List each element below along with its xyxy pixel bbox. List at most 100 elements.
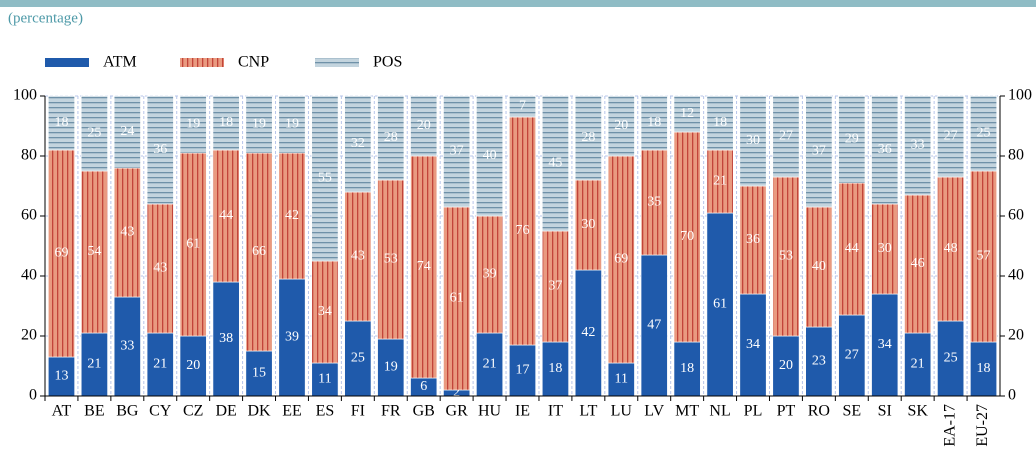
bar-segment (541, 341, 569, 397)
bar-segment (871, 95, 899, 205)
chart-subtitle: (percentage) (8, 10, 83, 26)
x-tick-label: EE (282, 403, 302, 420)
data-label: 42 (285, 208, 299, 223)
data-label: 23 (812, 354, 826, 369)
x-tick-label: PT (777, 403, 796, 420)
bar-segment (509, 95, 536, 118)
data-label: 21 (87, 357, 101, 372)
data-label: 18 (713, 115, 727, 130)
bar-segment (179, 95, 207, 154)
bar-segment (640, 254, 668, 397)
bar-segment (80, 95, 108, 172)
bar-segment (476, 95, 504, 217)
data-label: 46 (911, 256, 925, 271)
bar-segment (937, 95, 965, 178)
bar-segment (212, 281, 240, 397)
data-label: 43 (351, 249, 365, 264)
data-label: 21 (483, 357, 497, 372)
bar-segment (541, 95, 569, 232)
bar-segment (410, 155, 438, 379)
legend-swatch (45, 58, 89, 67)
bar-segment (805, 206, 833, 328)
data-label: 39 (483, 267, 497, 282)
data-label: 18 (54, 115, 68, 130)
x-tick-label: HU (478, 403, 502, 420)
bar-segment (805, 95, 833, 208)
x-tick-label: LT (579, 403, 597, 420)
data-label: 2 (453, 385, 460, 400)
x-tick-label: PL (744, 403, 763, 420)
data-label: 25 (944, 351, 958, 366)
y-tick-label: 100 (13, 87, 37, 104)
x-tick-label: SK (907, 403, 928, 420)
bar-segment (772, 176, 800, 337)
x-tick-label: FR (381, 403, 401, 420)
bar-segment (706, 95, 734, 151)
data-label: 69 (54, 246, 68, 261)
data-label: 34 (878, 337, 892, 352)
data-label: 39 (285, 330, 299, 345)
bar-segment (541, 230, 569, 343)
bar-segment (146, 95, 174, 205)
bar-segment (278, 95, 306, 154)
bar-segment (179, 152, 207, 337)
legend-swatch (315, 58, 359, 67)
x-tick-label: BG (116, 403, 139, 420)
bar-segment (574, 269, 602, 397)
y-tick-label: 60 (21, 207, 37, 224)
y2-tick-label: 20 (1008, 327, 1024, 344)
bar-segment (212, 149, 240, 283)
x-tick-label: SI (878, 403, 892, 420)
bar-segment (80, 332, 108, 397)
data-label: 6 (420, 379, 427, 394)
data-label: 21 (911, 357, 925, 372)
bar-segment (970, 95, 998, 172)
data-label: 37 (548, 279, 562, 294)
data-label: 19 (285, 117, 299, 132)
data-label: 15 (252, 366, 266, 381)
y2-tick-label: 0 (1008, 387, 1016, 404)
x-tick-label: LU (611, 403, 633, 420)
data-label: 43 (120, 225, 134, 240)
data-label: 33 (120, 339, 134, 354)
bar-segment (344, 95, 372, 193)
data-label: 25 (351, 351, 365, 366)
data-label: 70 (680, 229, 694, 244)
bar-segment (344, 191, 372, 322)
bar-segment (377, 179, 405, 340)
x-tick-label: CZ (183, 403, 203, 420)
bar-segment (739, 185, 767, 295)
bar-segment (871, 203, 899, 295)
data-label: 34 (746, 337, 760, 352)
data-label: 19 (252, 117, 266, 132)
data-label: 33 (911, 138, 925, 153)
data-label: 24 (120, 124, 134, 139)
data-label: 55 (318, 171, 332, 186)
bar-segment (739, 293, 767, 397)
data-label: 76 (516, 223, 530, 238)
bar-segment (179, 335, 207, 397)
data-label: 47 (647, 318, 661, 333)
data-label: 19 (384, 360, 398, 375)
bar-segment (706, 212, 734, 397)
data-label: 53 (779, 249, 793, 264)
data-label: 40 (483, 148, 497, 163)
bar-segment (673, 341, 701, 397)
legend-swatch (180, 58, 224, 67)
data-label: 18 (647, 115, 661, 130)
bar-segment (146, 332, 174, 397)
bar-segment (113, 95, 141, 169)
bar-segment (706, 149, 734, 214)
bar-segment (311, 260, 339, 364)
data-label: 48 (944, 241, 958, 256)
data-label: 53 (384, 252, 398, 267)
data-label: 61 (450, 291, 464, 306)
x-tick-label: ES (316, 403, 335, 420)
bar-segment (970, 341, 998, 397)
data-label: 34 (318, 304, 332, 319)
legend-label: POS (373, 54, 402, 71)
data-label: 37 (450, 144, 464, 159)
data-label: 17 (516, 363, 530, 378)
data-label: 18 (977, 361, 991, 376)
y2-tick-label: 100 (1008, 87, 1032, 104)
